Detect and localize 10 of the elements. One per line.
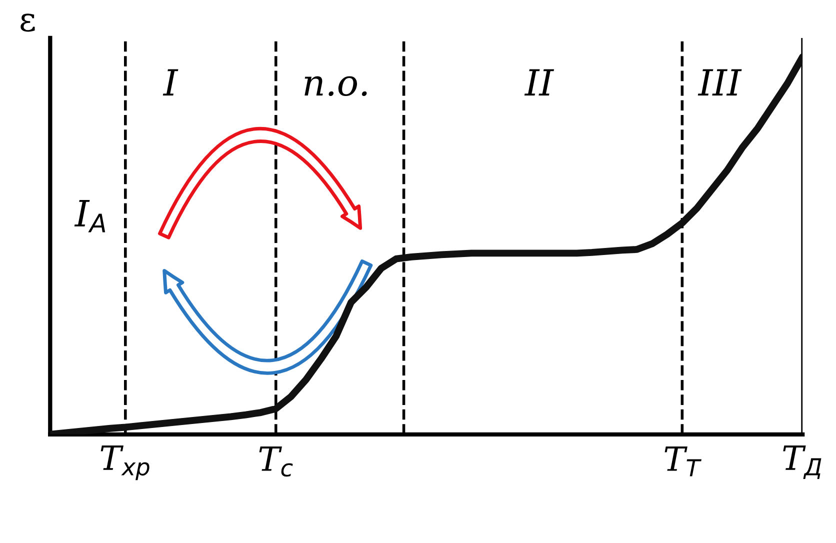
x-tick-label: T$_{хр}$ xyxy=(100,446,150,480)
annotation: II xyxy=(524,69,554,96)
annotation: I xyxy=(162,69,178,96)
x-tick-label: T$_{с}$ xyxy=(259,446,293,477)
annotation: III xyxy=(698,69,742,96)
annotation: п.о. xyxy=(304,76,367,96)
y-axis-title: ε xyxy=(20,14,35,32)
annotation: I$_{А}$ xyxy=(74,200,106,232)
x-tick-label: T$_{Т}$ xyxy=(664,446,702,476)
x-tick-label: T$_{Д}$ xyxy=(783,446,822,479)
